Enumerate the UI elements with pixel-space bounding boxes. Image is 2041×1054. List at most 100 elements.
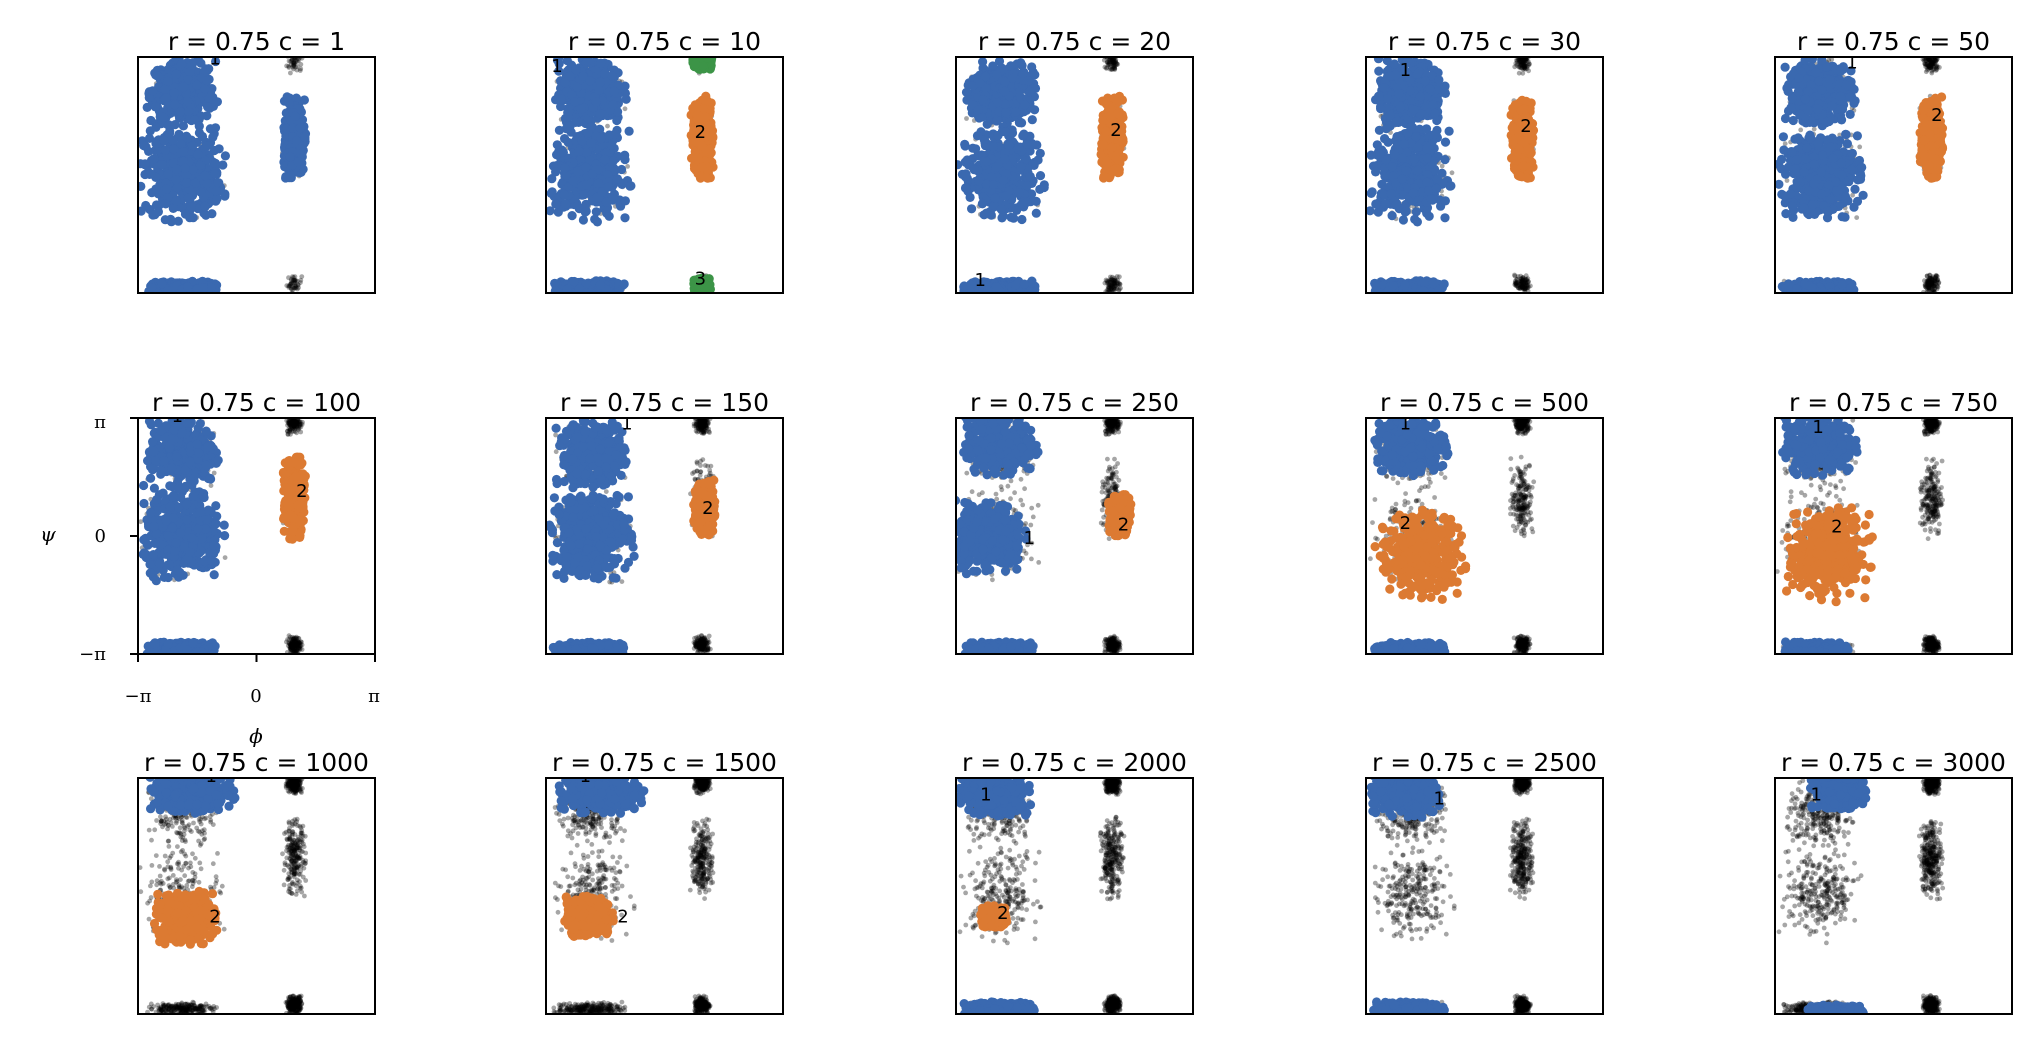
cluster-1-point (187, 202, 196, 211)
cluster-1-point (151, 139, 160, 148)
plot-area: 1 (136, 49, 310, 299)
cluster-1-point (613, 174, 622, 183)
unassigned-point (964, 116, 969, 121)
panel-title: r = 0.75 c = 20 (978, 27, 1171, 56)
cluster-2-point (703, 173, 712, 182)
cluster-1-point (558, 147, 567, 156)
cluster-1-point (168, 136, 177, 145)
cluster-1-point (292, 136, 301, 145)
unassigned-point (286, 275, 291, 280)
cluster-1-point (211, 123, 220, 132)
cluster-1-point (573, 83, 582, 92)
cluster-1-point (625, 127, 634, 136)
cluster-1-point (146, 169, 155, 178)
cluster-1-point (564, 138, 573, 147)
unassigned-point (1105, 60, 1110, 65)
cluster-1-point (296, 123, 305, 132)
cluster-1-point (621, 196, 630, 205)
cluster-1-point (151, 123, 160, 132)
cluster-1-point (574, 147, 583, 156)
cluster-1-point (174, 217, 183, 226)
cluster-1-point (177, 59, 186, 68)
cluster-1-point (202, 76, 211, 85)
cluster-1-point (179, 147, 188, 156)
cluster-1-point (600, 155, 609, 164)
cluster-1-point (162, 184, 171, 193)
cluster-1-point (551, 199, 560, 208)
cluster-1-point (283, 92, 292, 101)
cluster-1-point (564, 113, 573, 122)
cluster-1-point (161, 146, 170, 155)
cluster-1-point (602, 198, 611, 207)
cluster-1-point (300, 133, 309, 142)
panel-title: r = 0.75 c = 10 (568, 27, 761, 56)
cluster-1-point (158, 160, 167, 169)
cluster-1-point (585, 76, 594, 85)
cluster-1-point (179, 82, 188, 91)
cluster-1-point (597, 134, 606, 143)
cluster-1-point (565, 72, 574, 81)
cluster-1-point (200, 84, 209, 93)
cluster-1-point (561, 199, 570, 208)
cluster-1-point (211, 159, 220, 168)
cluster-1-point (192, 81, 201, 90)
unassigned-point (284, 64, 289, 69)
cluster-1-point (172, 196, 181, 205)
cluster-1-point (294, 157, 303, 166)
cluster-1-point (172, 70, 181, 79)
cluster-1-point (182, 178, 191, 187)
cluster-1-point (612, 116, 621, 125)
cluster-2-point (706, 121, 715, 130)
cluster-1-point (213, 97, 222, 106)
panel-title: r = 0.75 c = 1 (168, 27, 345, 56)
cluster-1-point (604, 182, 613, 191)
cluster-1-point (161, 215, 170, 224)
cluster-1-point (594, 179, 603, 188)
cluster-1-point (213, 178, 222, 187)
unassigned-point (288, 71, 293, 76)
cluster-1-point (200, 202, 209, 211)
cluster-1-point (151, 102, 160, 111)
cluster-1-point (626, 181, 635, 190)
cluster-1-point (196, 59, 205, 68)
cluster-1-point (596, 280, 605, 289)
cluster-1-point (570, 97, 579, 106)
cluster-1-point (605, 130, 614, 139)
unassigned-point (298, 68, 303, 73)
cluster-1-point (170, 100, 179, 109)
cluster-1-point (579, 215, 588, 224)
unassigned-point (288, 282, 293, 287)
cluster-1-point (575, 284, 584, 293)
cluster-1-point (163, 77, 172, 86)
cluster-1-point (607, 71, 616, 80)
cluster-1-point (215, 144, 224, 153)
cluster-1-point (560, 190, 569, 199)
unassigned-point (1111, 62, 1116, 67)
cluster-2-point (705, 145, 714, 154)
cluster-1-point (592, 97, 601, 106)
cluster-1-point (620, 213, 629, 222)
cluster-1-point (210, 169, 219, 178)
cluster-1-point (189, 213, 198, 222)
cluster-1-point (566, 122, 575, 131)
cluster-label-1: 1 (551, 56, 562, 77)
cluster-1-point (593, 217, 602, 226)
cluster-1-point (160, 85, 169, 94)
cluster-1-point (555, 126, 564, 135)
cluster-1-point (151, 184, 160, 193)
cluster-1-point (154, 207, 163, 216)
plot-area: 12 (953, 52, 1128, 300)
cluster-1-point (620, 279, 629, 288)
cluster-label-3: 3 (695, 268, 706, 289)
cluster-1-point (160, 136, 169, 145)
cluster-1-point (171, 120, 180, 129)
cluster-1-point (176, 107, 185, 116)
cluster-1-point (620, 155, 629, 164)
cluster-1-point (183, 282, 192, 291)
unassigned-point (292, 60, 297, 65)
cluster-1-point (212, 186, 221, 195)
cluster-1-point (199, 283, 208, 292)
cluster-2-point (687, 154, 696, 163)
